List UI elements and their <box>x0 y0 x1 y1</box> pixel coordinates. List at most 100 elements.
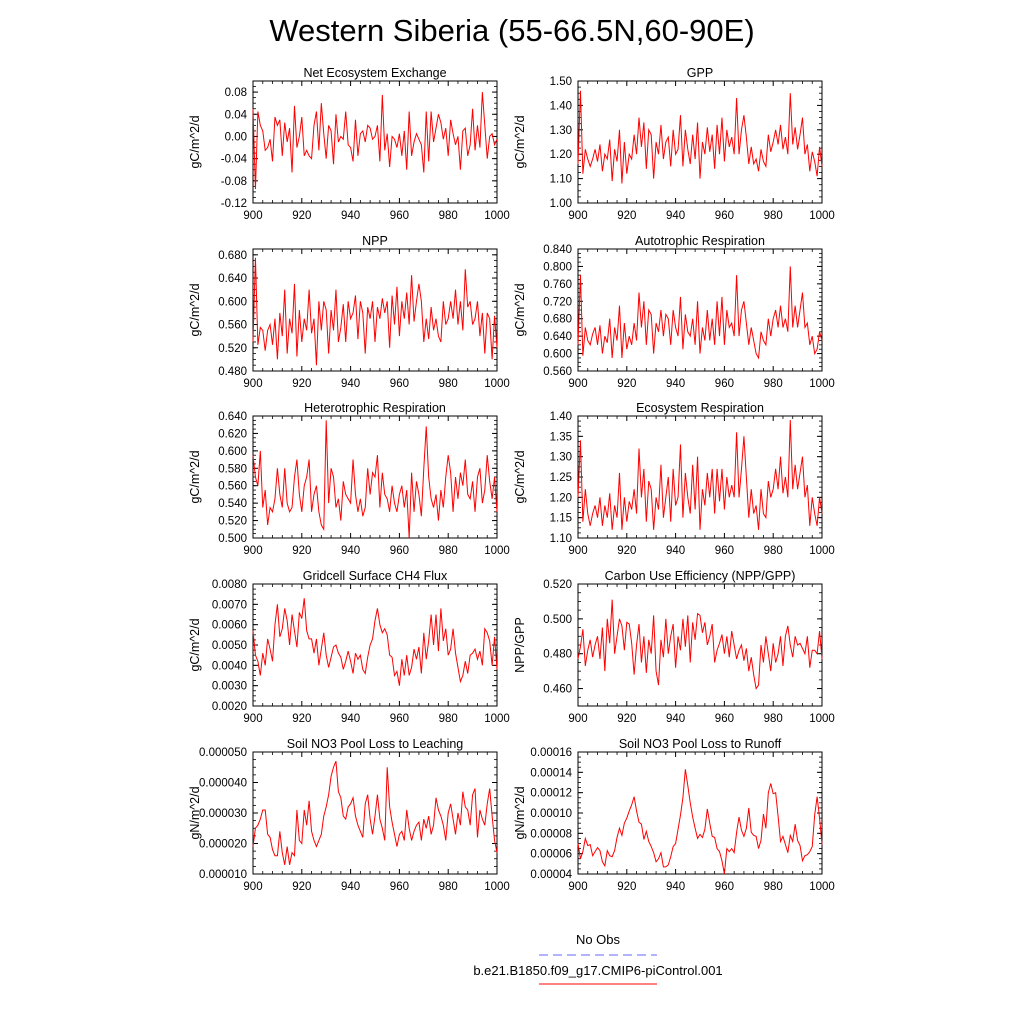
x-tick-label: 980 <box>439 545 458 557</box>
y-tick-label: 0.000020 <box>199 839 247 851</box>
x-tick-label: 980 <box>439 881 458 893</box>
y-tick-label: 1.35 <box>550 431 572 443</box>
y-tick-label: 0.560 <box>218 481 247 493</box>
y-tick-label: 1.15 <box>550 513 572 525</box>
y-tick-label: 1.50 <box>550 76 572 88</box>
x-tick-label: 980 <box>764 210 783 222</box>
y-tick-label: 1.10 <box>550 174 572 186</box>
panel-title: Heterotrophic Respiration <box>304 401 446 415</box>
x-tick-label: 960 <box>715 378 734 390</box>
panel-title: Net Ecosystem Exchange <box>303 66 446 80</box>
plot-frame <box>252 248 498 372</box>
panel-5: Ecosystem Respiration gC/m^2/d 900 920 940 96… <box>513 401 835 557</box>
panel-8: Soil NO3 Pool Loss to Leaching gN/m^2/d 90… <box>188 737 510 893</box>
x-tick-label: 940 <box>341 881 360 893</box>
panel-title: Gridcell Surface CH4 Flux <box>303 569 448 583</box>
x-tick-label: 960 <box>715 881 734 893</box>
panel-title: GPP <box>687 66 713 80</box>
y-tick-label: 1.30 <box>550 452 572 464</box>
y-tick-label: 0.580 <box>218 463 247 475</box>
y-tick-label: 0.480 <box>218 366 247 378</box>
x-tick-label: 920 <box>617 713 636 725</box>
series-line-0 <box>252 420 498 539</box>
panels-group: Net Ecosystem Exchange gC/m^2/d 900 920 940 9… <box>188 66 835 893</box>
x-tick-label: 960 <box>715 545 734 557</box>
legend: No Obs b.e21.B1850.f09_g17.CMIP6-piContr… <box>473 932 723 985</box>
y-tick-label: -0.08 <box>221 176 247 188</box>
y-tick-label: 0.760 <box>543 279 572 291</box>
x-tick-label: 980 <box>439 210 458 222</box>
y-tick-label: 1.10 <box>550 533 572 545</box>
y-tick-label: 0.800 <box>543 261 572 273</box>
panel-title: NPP <box>362 234 388 248</box>
x-tick-label: 1000 <box>809 713 835 725</box>
y-tick-label: 0.000030 <box>199 808 247 820</box>
y-tick-label: 0.00 <box>225 131 247 143</box>
y-tick-label: 0.00012 <box>530 788 572 800</box>
x-tick-label: 960 <box>390 713 409 725</box>
y-tick-label: 1.20 <box>550 492 572 504</box>
x-tick-label: 1000 <box>484 881 510 893</box>
y-tick-label: 0.720 <box>543 296 572 308</box>
series-line-0 <box>252 92 498 190</box>
x-tick-label: 980 <box>764 545 783 557</box>
y-tick-label: 0.500 <box>218 533 247 545</box>
y-axis-label: NPP/GPP <box>513 617 527 673</box>
y-tick-label: 1.30 <box>550 125 572 137</box>
x-tick-label: 1000 <box>484 378 510 390</box>
y-tick-label: 0.540 <box>218 498 247 510</box>
y-tick-label: -0.12 <box>221 198 247 210</box>
y-tick-label: 0.0080 <box>212 579 247 591</box>
x-tick-label: 900 <box>568 881 587 893</box>
y-tick-label: 0.000040 <box>199 778 247 790</box>
y-tick-label: 0.640 <box>218 273 247 285</box>
y-tick-label: 0.000010 <box>199 869 247 881</box>
y-axis-label: gC/m^2/d <box>188 283 202 336</box>
x-tick-label: 1000 <box>484 545 510 557</box>
x-tick-label: 920 <box>292 713 311 725</box>
y-tick-label: 0.520 <box>543 579 572 591</box>
y-axis-label: gN/m^2/d <box>513 786 527 839</box>
y-tick-label: 0.600 <box>218 446 247 458</box>
y-axis-label: gC/m^2/d <box>188 115 202 168</box>
y-axis-label: gC/m^2/d <box>513 283 527 336</box>
y-tick-label: 0.00006 <box>530 849 572 861</box>
y-tick-label: 0.0040 <box>212 660 247 672</box>
x-tick-label: 940 <box>666 881 685 893</box>
y-tick-label: 0.500 <box>543 614 572 626</box>
y-axis-label: gN/m^2/d <box>188 786 202 839</box>
x-tick-label: 900 <box>243 545 262 557</box>
y-tick-label: 0.840 <box>543 244 572 256</box>
series-line-0 <box>577 599 823 690</box>
panel-title: Autotrophic Respiration <box>635 234 765 248</box>
x-tick-label: 920 <box>617 378 636 390</box>
plot-frame <box>577 751 823 875</box>
x-tick-label: 920 <box>617 881 636 893</box>
y-axis-label: gC/m^2/d <box>188 618 202 671</box>
x-tick-label: 980 <box>764 881 783 893</box>
y-tick-label: 0.0020 <box>212 701 247 713</box>
x-tick-label: 920 <box>292 545 311 557</box>
panel-9: Soil NO3 Pool Loss to Runoff gN/m^2/d 900 9… <box>513 737 835 893</box>
y-axis-label: gC/m^2/d <box>513 115 527 168</box>
panel-6: Gridcell Surface CH4 Flux gC/m^2/d 900 920 9… <box>188 569 510 725</box>
panel-0: Net Ecosystem Exchange gC/m^2/d 900 920 940 9… <box>188 66 510 222</box>
y-tick-label: 0.0030 <box>212 681 247 693</box>
y-tick-label: 0.00008 <box>530 828 572 840</box>
panel-title: Soil NO3 Pool Loss to Leaching <box>287 737 464 751</box>
y-axis-label: gC/m^2/d <box>513 450 527 503</box>
series-line-0 <box>577 90 823 184</box>
y-axis-label: gC/m^2/d <box>188 450 202 503</box>
plot-frame <box>252 80 498 204</box>
x-tick-label: 940 <box>666 210 685 222</box>
x-tick-label: 1000 <box>809 210 835 222</box>
y-tick-label: 0.520 <box>218 516 247 528</box>
x-tick-label: 1000 <box>484 210 510 222</box>
x-tick-label: 900 <box>568 545 587 557</box>
x-tick-label: 940 <box>666 713 685 725</box>
x-tick-label: 940 <box>666 378 685 390</box>
y-tick-label: 0.0070 <box>212 599 247 611</box>
x-tick-label: 900 <box>568 713 587 725</box>
y-tick-label: 0.640 <box>218 411 247 423</box>
panel-1: GPP gC/m^2/d 900 920 940 960 980 1000 1.50 1.40 1.… <box>513 66 835 222</box>
